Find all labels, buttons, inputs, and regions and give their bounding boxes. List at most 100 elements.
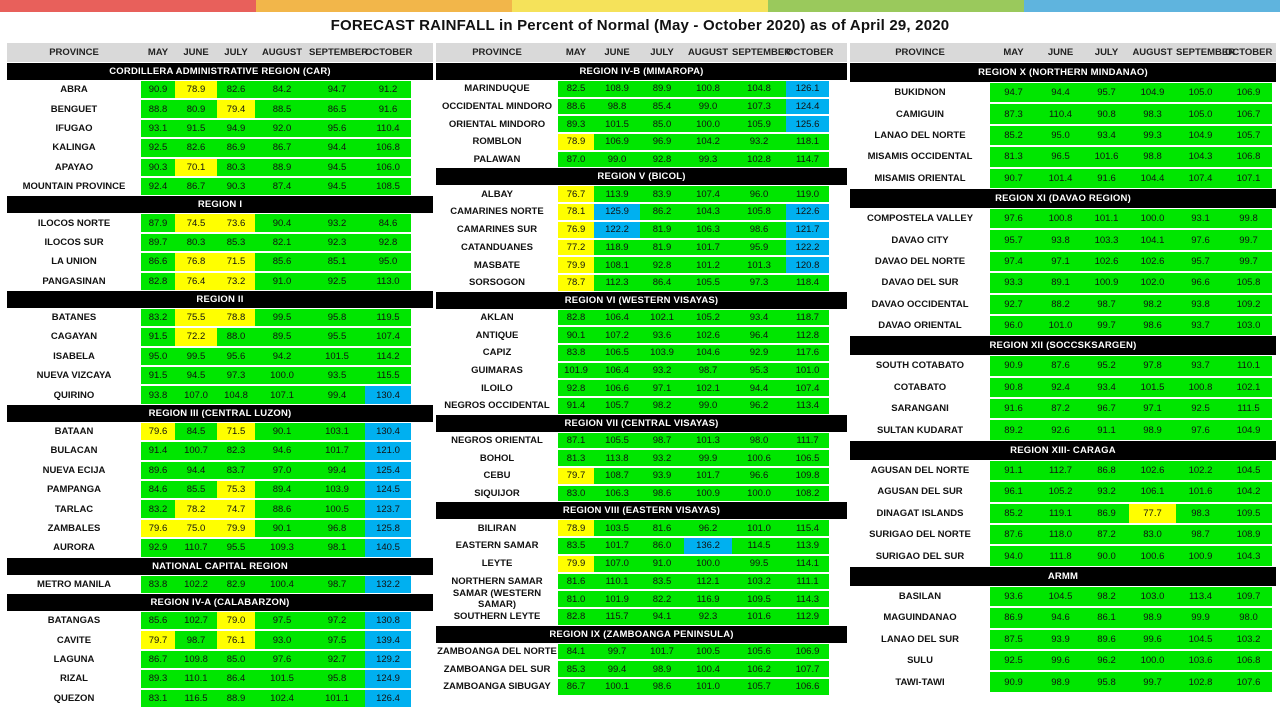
value-cell-september: 100.8 — [1176, 378, 1225, 397]
province-name: OCCIDENTAL MINDORO — [436, 101, 558, 112]
value-cell-october: 124.5 — [365, 481, 411, 498]
value-cell-september: 106.2 — [732, 661, 786, 677]
province-name: COTABATO — [850, 382, 990, 393]
value-cell-july: 98.2 — [1084, 587, 1129, 606]
value-cell-october: 113.4 — [786, 398, 829, 414]
value-cell-july: 96.2 — [1084, 651, 1129, 670]
value-cell-july: 82.6 — [217, 81, 255, 98]
value-cell-august: 98.9 — [1129, 608, 1176, 627]
value-cell-june: 101.9 — [594, 591, 640, 607]
value-cell-may: 86.7 — [558, 679, 594, 695]
value-cell-september: 97.6 — [1176, 230, 1225, 249]
province-name: PALAWAN — [436, 154, 558, 165]
value-cell-july: 85.0 — [640, 116, 684, 132]
table-row: LEYTE 79.9 107.0 91.0 100.0 99.5 114.1 — [436, 555, 847, 573]
value-cell-june: 80.3 — [175, 234, 217, 251]
province-name: LEYTE — [436, 558, 558, 569]
table-row: DAVAO DEL NORTE 97.4 97.1 102.6 102.6 95.7 99.… — [850, 251, 1276, 272]
value-cell-june: 106.4 — [594, 310, 640, 326]
value-cell-june: 108.7 — [594, 468, 640, 484]
value-cell-october: 106.0 — [365, 159, 411, 176]
table-row: SARANGANI 91.6 87.2 96.7 97.1 92.5 111.5 — [850, 398, 1276, 419]
value-cell-june: 125.9 — [594, 204, 640, 220]
value-cell-may: 83.2 — [141, 309, 175, 326]
value-cell-september: 109.5 — [732, 591, 786, 607]
table-row: BUKIDNON 94.7 94.4 95.7 104.9 105.0 106.9 — [850, 82, 1276, 103]
value-cell-july: 104.8 — [217, 386, 255, 403]
table-row: DAVAO ORIENTAL 96.0 101.0 99.7 98.6 93.7 103.0 — [850, 315, 1276, 336]
value-cell-may: 77.2 — [558, 240, 594, 256]
province-name: MASBATE — [436, 260, 558, 271]
province-name: DAVAO DEL NORTE — [850, 256, 990, 267]
header-may: MAY — [990, 47, 1037, 58]
value-cell-june: 78.9 — [175, 81, 217, 98]
value-cell-june: 106.6 — [594, 380, 640, 396]
value-cell-october: 126.4 — [365, 690, 411, 707]
value-cell-may: 85.2 — [990, 504, 1037, 523]
value-cell-september: 103.9 — [309, 481, 365, 498]
header-august: AUGUST — [1129, 47, 1176, 58]
value-cell-october: 104.2 — [1225, 482, 1272, 501]
region-header: ARMM — [850, 567, 1276, 586]
value-cell-october: 106.9 — [1225, 83, 1272, 102]
value-cell-june: 75.5 — [175, 309, 217, 326]
value-cell-august: 99.0 — [684, 99, 732, 115]
value-cell-august: 97.0 — [255, 462, 309, 479]
value-cell-october: 117.6 — [786, 345, 829, 361]
province-name: BATAAN — [7, 426, 141, 437]
value-cell-september: 98.6 — [732, 222, 786, 238]
value-cell-october: 108.2 — [786, 486, 829, 502]
value-cell-may: 83.8 — [558, 345, 594, 361]
value-cell-june: 109.8 — [175, 651, 217, 668]
table-row: MAGUINDANAO 86.9 94.6 86.1 98.9 99.9 98.0 — [850, 607, 1276, 628]
value-cell-september: 96.6 — [732, 468, 786, 484]
province-name: APAYAO — [7, 162, 141, 173]
value-cell-july: 86.1 — [1084, 608, 1129, 627]
table-header: PROVINCE MAY JUNE JULY AUGUST SEPTEMBER OCTOBE… — [436, 43, 847, 63]
value-cell-september: 96.2 — [732, 398, 786, 414]
table-row: AGUSAN DEL SUR 96.1 105.2 93.2 106.1 101.6 104… — [850, 481, 1276, 502]
value-cell-september: 95.5 — [309, 328, 365, 345]
value-cell-august: 94.2 — [255, 348, 309, 365]
value-cell-may: 93.6 — [990, 587, 1037, 606]
value-cell-june: 105.2 — [1037, 482, 1084, 501]
value-cell-july: 88.9 — [217, 690, 255, 707]
value-cell-july: 89.9 — [640, 81, 684, 97]
value-cell-august: 87.4 — [255, 178, 309, 195]
value-cell-august: 89.5 — [255, 328, 309, 345]
province-name: CATANDUANES — [436, 242, 558, 253]
region-header: REGION VII (CENTRAL VISAYAS) — [436, 415, 847, 432]
table-row: ZAMBOANGA SIBUGAY 86.7 100.1 98.6 101.0 105.7… — [436, 678, 847, 696]
value-cell-june: 102.7 — [175, 612, 217, 629]
value-cell-august: 106.3 — [684, 222, 732, 238]
value-cell-may: 90.3 — [141, 159, 175, 176]
value-cell-may: 89.3 — [558, 116, 594, 132]
value-cell-october: 91.6 — [365, 100, 411, 117]
value-cell-july: 85.3 — [217, 234, 255, 251]
province-name: MISAMIS ORIENTAL — [850, 173, 990, 184]
value-cell-october: 106.8 — [1225, 147, 1272, 166]
header-august: AUGUST — [684, 47, 732, 58]
value-cell-september: 92.9 — [732, 345, 786, 361]
table-row: BENGUET 88.8 80.9 79.4 88.5 86.5 91.6 — [7, 99, 433, 118]
value-cell-june: 97.1 — [1037, 252, 1084, 271]
table-header: PROVINCE MAY JUNE JULY AUGUST SEPTEMBER OCTOBE… — [850, 43, 1276, 63]
value-cell-october: 114.7 — [786, 152, 829, 168]
value-cell-august: 99.5 — [255, 309, 309, 326]
forecast-table-3: PROVINCE MAY JUNE JULY AUGUST SEPTEMBER OCTOBE… — [850, 43, 1276, 693]
province-name: CAGAYAN — [7, 331, 141, 342]
province-name: BATANES — [7, 312, 141, 323]
value-cell-july: 92.8 — [640, 152, 684, 168]
value-cell-october: 119.5 — [365, 309, 411, 326]
value-cell-october: 107.4 — [786, 380, 829, 396]
value-cell-september: 94.5 — [309, 159, 365, 176]
value-cell-october: 113.0 — [365, 273, 411, 290]
province-name: SORSOGON — [436, 277, 558, 288]
value-cell-may: 87.1 — [558, 433, 594, 449]
table-row: MARINDUQUE 82.5 108.9 89.9 100.8 104.8 126.1 — [436, 80, 847, 98]
value-cell-may: 91.4 — [141, 442, 175, 459]
table-row: DINAGAT ISLANDS 85.2 119.1 86.9 77.7 98.3 109.… — [850, 503, 1276, 524]
value-cell-june: 102.2 — [175, 576, 217, 593]
value-cell-june: 101.5 — [594, 116, 640, 132]
value-cell-may: 83.8 — [141, 576, 175, 593]
